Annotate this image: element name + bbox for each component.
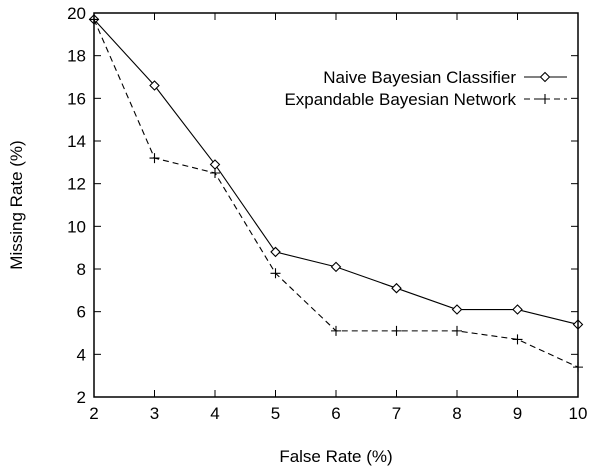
legend-label-2: Expandable Bayesian Network [284,90,516,109]
legend-marker-2 [540,94,550,104]
data-point-1-5 [330,261,342,273]
data-point-2-5 [331,325,341,336]
x-tick-label: 3 [150,404,159,423]
y-tick-label: 16 [67,89,86,108]
x-tick-label: 8 [452,404,461,423]
x-tick-label: 7 [392,404,401,423]
series-1 [88,14,584,330]
axis-ticks: 2 3 4 5 6 7 8 9 10 2 4 6 8 10 12 14 16 18 20 [67,4,587,423]
x-tick-label: 2 [89,404,98,423]
y-tick-label: 10 [67,217,86,236]
series-line-1 [93,19,579,326]
data-point-1-3 [209,159,221,170]
data-point-1-6 [391,282,402,294]
y-tick-label: 20 [67,4,86,23]
x-tick-label: 6 [331,404,340,423]
x-tick-label: 4 [210,404,219,423]
y-tick-label: 18 [67,47,86,66]
y-tick-label: 8 [77,260,86,279]
data-point-1-4 [270,246,281,258]
data-point-1-8 [512,304,523,315]
y-tick-label: 14 [67,132,86,151]
x-tick-label: 10 [569,404,588,423]
data-point-2-2 [149,153,160,164]
y-tick-label: 6 [77,303,86,322]
legend: Naive Bayesian Classifier Expandable Baye… [284,68,567,109]
data-point-2-8 [512,334,523,345]
data-point-2-6 [391,325,402,336]
x-axis-title: False Rate (%) [279,447,392,466]
y-tick-label: 12 [67,175,86,194]
legend-marker-1 [539,71,551,83]
plot-frame [93,12,579,398]
y-axis-title: Missing Rate (%) [7,140,26,269]
y-tick-label: 4 [77,345,86,364]
data-point-2-4 [270,268,281,279]
data-point-2-7 [452,325,462,336]
x-tick-label: 9 [513,404,522,423]
data-point-2-3 [210,168,220,178]
data-point-1-2 [149,80,160,91]
legend-label-1: Naive Bayesian Classifier [323,68,516,87]
data-point-1-7 [451,304,463,315]
series-group [88,14,584,373]
x-tick-label: 5 [271,404,280,423]
y-tick-label: 2 [77,388,86,407]
